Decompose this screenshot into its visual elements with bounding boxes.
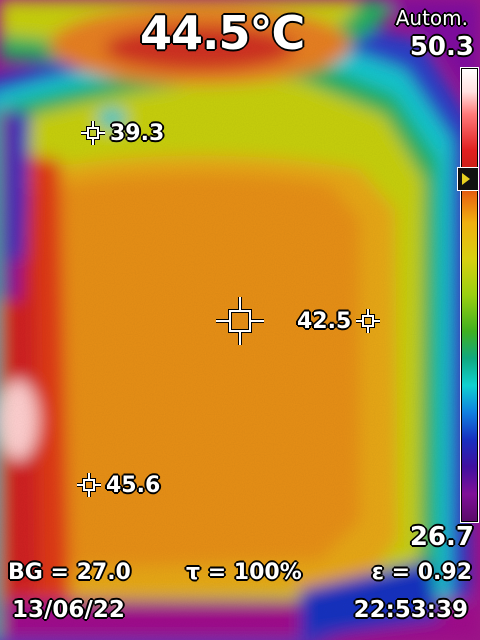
capture-date: 13/06/22 [12,597,125,623]
spot-marker-1[interactable]: 39.3 [80,120,164,146]
scale-pointer-icon[interactable] [457,167,479,191]
spot-value: 42.5 [297,308,352,334]
center-temperature-readout: 44.5°C [140,6,305,60]
scale-max-value: 50.3 [409,32,474,62]
range-mode-label[interactable]: Autom. [395,6,468,30]
spot-marker-3[interactable]: 45.6 [76,472,160,498]
spot-value: 39.3 [110,120,165,146]
spot-value: 45.6 [106,472,161,498]
capture-time: 22:53:39 [353,597,468,623]
spot-marker-2[interactable]: 42.5 [297,308,381,334]
center-crosshair-icon [216,297,264,345]
spot-crosshair-icon [81,121,105,145]
transmission-value: τ = 100% [186,560,302,585]
background-temperature: BG = 27.0 [8,560,131,585]
emissivity-value: ε = 0.92 [371,560,472,585]
spot-crosshair-icon [356,309,381,333]
spot-crosshair-icon [77,473,101,497]
scale-min-value: 26.7 [409,522,474,552]
temperature-color-scale [460,67,479,523]
